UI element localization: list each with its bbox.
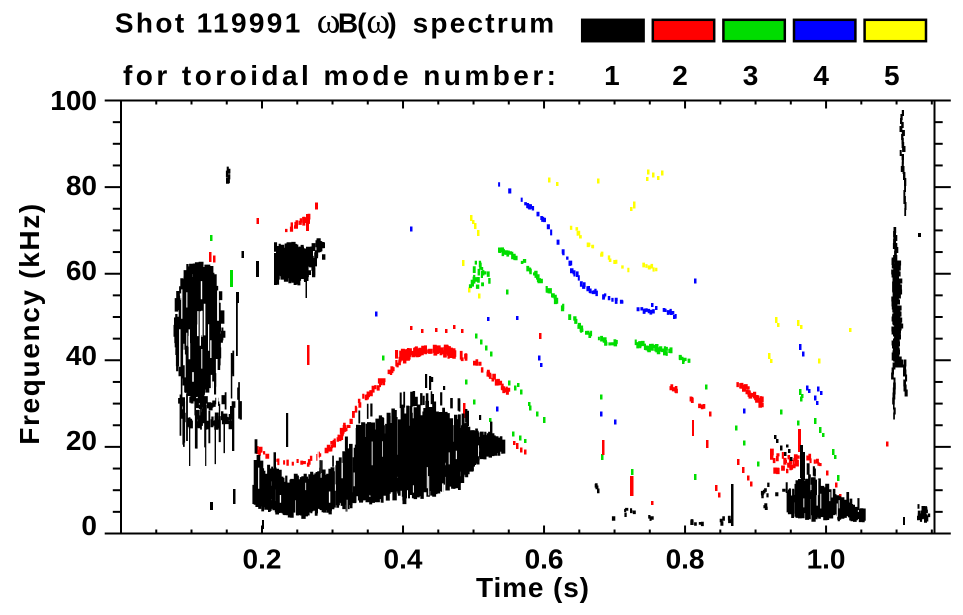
svg-text:Shot 119991: Shot 119991 xyxy=(115,7,300,38)
svg-text:ω: ω xyxy=(317,0,341,40)
svg-text:2: 2 xyxy=(672,60,688,91)
svg-text:5: 5 xyxy=(884,60,900,91)
svg-text:20: 20 xyxy=(66,425,97,456)
svg-text:0.8: 0.8 xyxy=(666,544,705,575)
svg-text:0.6: 0.6 xyxy=(525,544,564,575)
svg-text:spectrum: spectrum xyxy=(413,7,555,38)
svg-text:): ) xyxy=(387,7,396,38)
svg-text:0: 0 xyxy=(81,510,97,541)
svg-text:80: 80 xyxy=(66,170,97,201)
svg-text:ω: ω xyxy=(366,0,390,40)
svg-text:Time (s): Time (s) xyxy=(476,572,589,603)
svg-text:B(: B( xyxy=(338,7,367,38)
svg-text:Frequency (kHz): Frequency (kHz) xyxy=(14,204,45,445)
svg-text:40: 40 xyxy=(66,340,97,371)
svg-text:for toroidal mode number:: for toroidal mode number: xyxy=(123,60,556,91)
svg-text:100: 100 xyxy=(50,85,97,116)
svg-text:1: 1 xyxy=(604,60,620,91)
svg-text:4: 4 xyxy=(813,60,829,91)
svg-text:60: 60 xyxy=(66,255,97,286)
svg-text:1.0: 1.0 xyxy=(807,544,846,575)
svg-text:0.2: 0.2 xyxy=(243,544,282,575)
svg-text:3: 3 xyxy=(743,60,759,91)
svg-text:0.4: 0.4 xyxy=(384,544,423,575)
